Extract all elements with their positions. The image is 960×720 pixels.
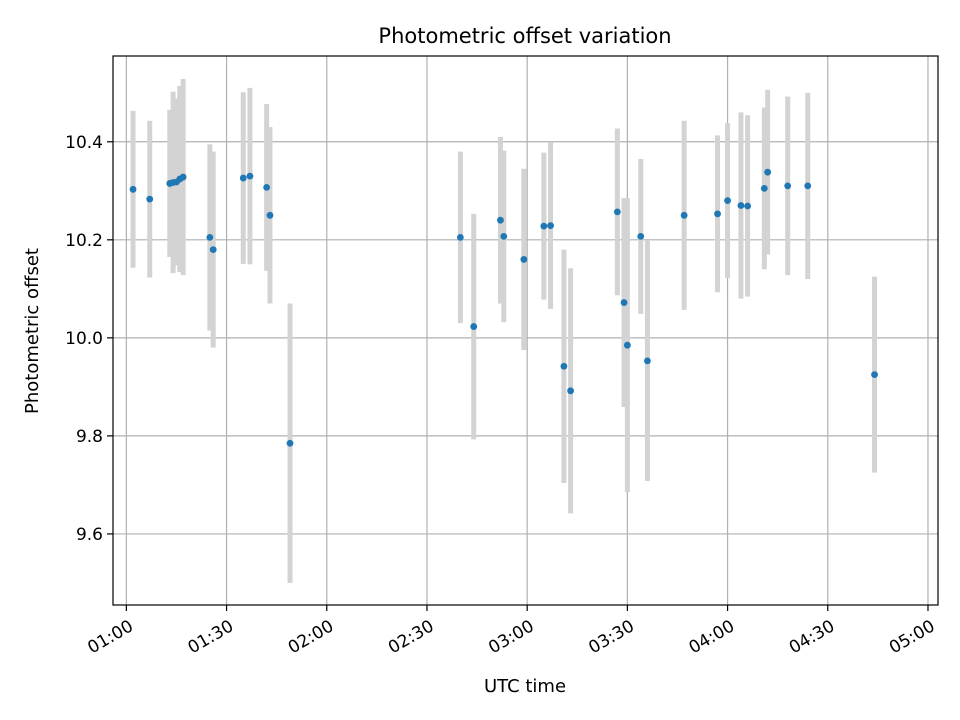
data-point bbox=[737, 202, 745, 209]
x-axis-label: UTC time bbox=[484, 676, 566, 697]
data-point bbox=[497, 216, 504, 224]
data-point bbox=[623, 341, 631, 349]
data-points bbox=[129, 168, 878, 447]
data-point bbox=[179, 173, 187, 181]
y-tick-label: 10.4 bbox=[65, 133, 103, 153]
data-point bbox=[620, 299, 628, 306]
data-point bbox=[547, 222, 554, 230]
data-point bbox=[286, 439, 294, 447]
y-axis-label: Photometric offset bbox=[22, 248, 43, 414]
data-point bbox=[871, 371, 878, 379]
data-point bbox=[714, 210, 721, 218]
data-point bbox=[804, 182, 812, 190]
y-tick-label: 9.6 bbox=[76, 525, 103, 545]
y-axis-ticks: 9.6 9.8 10.0 10.2 10.4 bbox=[65, 133, 113, 545]
data-point bbox=[456, 233, 464, 241]
data-point bbox=[784, 182, 792, 190]
data-point bbox=[764, 168, 772, 176]
data-point bbox=[146, 195, 154, 203]
plot-frame bbox=[112, 55, 939, 606]
data-point bbox=[644, 357, 651, 365]
data-point bbox=[500, 232, 508, 240]
data-point bbox=[637, 232, 645, 240]
y-tick-label: 10.2 bbox=[65, 231, 103, 251]
data-point bbox=[263, 183, 271, 191]
data-point bbox=[520, 256, 528, 263]
data-point bbox=[129, 185, 137, 193]
data-point bbox=[613, 208, 621, 216]
data-point bbox=[206, 233, 214, 241]
data-point bbox=[246, 172, 254, 180]
data-point bbox=[470, 323, 478, 330]
data-point bbox=[560, 362, 568, 370]
data-point bbox=[266, 211, 274, 219]
data-point bbox=[760, 184, 768, 192]
data-point bbox=[540, 222, 548, 230]
data-point bbox=[724, 197, 731, 205]
chart-title: Photometric offset variation bbox=[378, 24, 671, 48]
data-point bbox=[209, 246, 217, 254]
data-point bbox=[239, 174, 247, 182]
data-point bbox=[744, 202, 752, 210]
y-tick-label: 9.8 bbox=[76, 427, 103, 447]
data-point bbox=[680, 211, 688, 219]
data-point bbox=[567, 387, 574, 395]
y-tick-label: 10.0 bbox=[65, 329, 103, 349]
